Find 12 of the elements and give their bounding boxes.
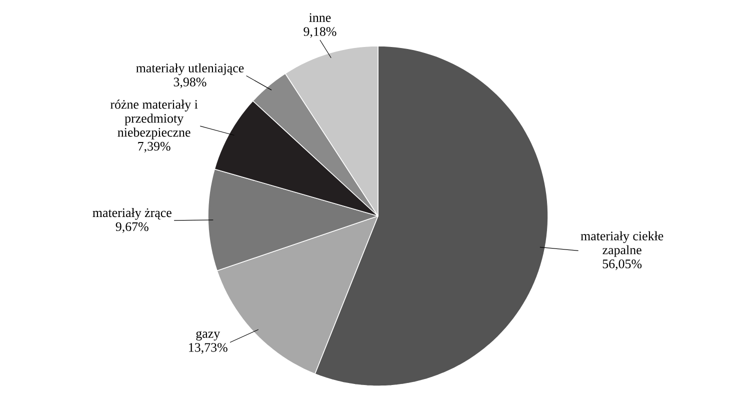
data-label: 9,67% (116, 222, 148, 233)
slice-label: inne (309, 13, 331, 22)
data-label: 56,05% (602, 260, 642, 270)
data-label: 7,39% (138, 142, 170, 153)
data-label: 9,18% (304, 27, 336, 38)
slice-label: materiały żrące (92, 208, 172, 220)
slice-label: gazy (196, 331, 220, 341)
slice-label: różne materiały i przedmioty niebezpieczne (110, 100, 198, 140)
slice-label: materiały utleniające (136, 63, 244, 76)
slice-label: materiały ciekłe zapalne (580, 231, 664, 257)
data-label: 3,98% (174, 78, 206, 88)
data-label: 13,73% (189, 343, 228, 354)
